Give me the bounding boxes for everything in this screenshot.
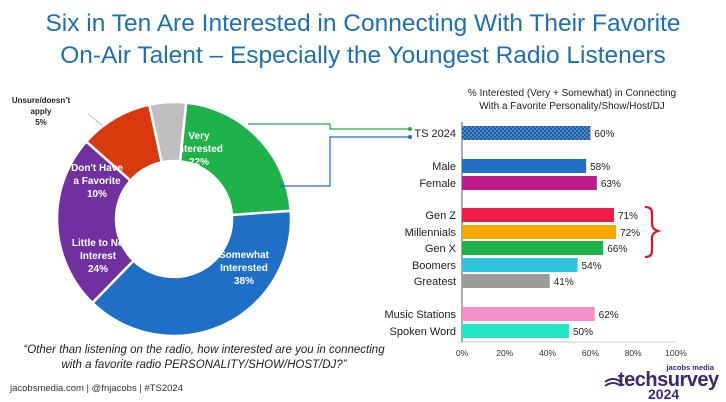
bar-category-label: Boomers (412, 260, 457, 272)
footer-credits: jacobsmedia.com | @fnjacobs | #TS2024 (10, 383, 183, 394)
connector-lines (248, 123, 412, 187)
connector-somewhat (280, 136, 410, 187)
donut-chart: Very Interested 22% Somewhat Interested 38% Li… (12, 96, 293, 338)
x-tick-label: 0% (456, 348, 469, 358)
donut-slice (55, 139, 136, 305)
bar (462, 176, 597, 190)
x-tick-label: 80% (625, 348, 642, 358)
bar (462, 241, 604, 255)
slice-label: Unsure/doesn’t apply 5% (12, 96, 71, 127)
bar-value-label: 63% (601, 179, 621, 190)
bar-category-label: Gen Z (425, 210, 456, 222)
page-title: Six in Ten Are Interested in Connecting … (0, 8, 726, 72)
bar-category-label: Greatest (414, 276, 456, 288)
bar-value-label: 54% (582, 261, 602, 272)
swoosh-icon (604, 378, 622, 387)
slice-label: Don't Have a Favorite 10% (71, 163, 123, 200)
bar (462, 307, 595, 321)
bar-value-label: 50% (573, 327, 593, 338)
bar-category-label: Millennials (405, 227, 457, 239)
connector-dot (408, 135, 412, 139)
x-tick-label: 100% (665, 348, 687, 358)
survey-question: “Other than listening on the radio, how … (23, 344, 385, 371)
bar-value-label: 62% (599, 310, 619, 321)
slice-label: Little to No Interest 24% (72, 238, 124, 275)
x-tick-label: 40% (539, 348, 556, 358)
bar-category-label: TS 2024 (414, 128, 456, 140)
bar-chart: % Interested (Very + Somewhat) in Connec… (384, 88, 687, 358)
bar (462, 258, 578, 272)
bar-value-label: 71% (618, 211, 638, 222)
x-tick-label: 60% (582, 348, 599, 358)
slice-label: Very Interested 22% (175, 131, 223, 168)
donut-slice (90, 209, 293, 338)
brand-name: techsurvey (618, 369, 719, 391)
bar (462, 225, 617, 239)
bar-value-label: 58% (590, 162, 610, 173)
donut-slice (178, 101, 293, 217)
bar (462, 208, 614, 222)
highlight-bracket (644, 205, 662, 259)
bar-value-label: 41% (554, 277, 574, 288)
bar-category-label: Music Stations (384, 309, 456, 321)
brand-year: 2024 (648, 386, 680, 402)
techsurvey-logo: jacobs media techsurvey 2024 (604, 363, 720, 402)
bar-value-label: 60% (594, 129, 614, 140)
bar-chart-title: % Interested (Very + Somewhat) in Connec… (468, 88, 676, 112)
connector-very (248, 123, 410, 130)
brand-top: jacobs media (666, 363, 714, 372)
bar-category-label: Female (419, 178, 456, 190)
bar (462, 159, 587, 173)
bar-value-label: 66% (607, 244, 627, 255)
title-line-1: Six in Ten Are Interested in Connecting … (45, 10, 681, 37)
bar-category-label: Spoken Word (390, 326, 456, 338)
bar-category-label: Male (432, 161, 456, 173)
leader-line (87, 113, 103, 126)
bar-value-label: 72% (620, 228, 640, 239)
donut-slice (147, 100, 188, 164)
bar-category-label: Gen X (425, 243, 457, 255)
connector-dot (408, 127, 412, 131)
bar (462, 274, 550, 288)
x-tick-label: 20% (496, 348, 513, 358)
title-line-2: On-Air Talent – Especially the Youngest … (60, 42, 666, 69)
slice-label: Somewhat Interested 38% (219, 250, 270, 287)
bar (462, 126, 591, 140)
bar (462, 324, 569, 338)
